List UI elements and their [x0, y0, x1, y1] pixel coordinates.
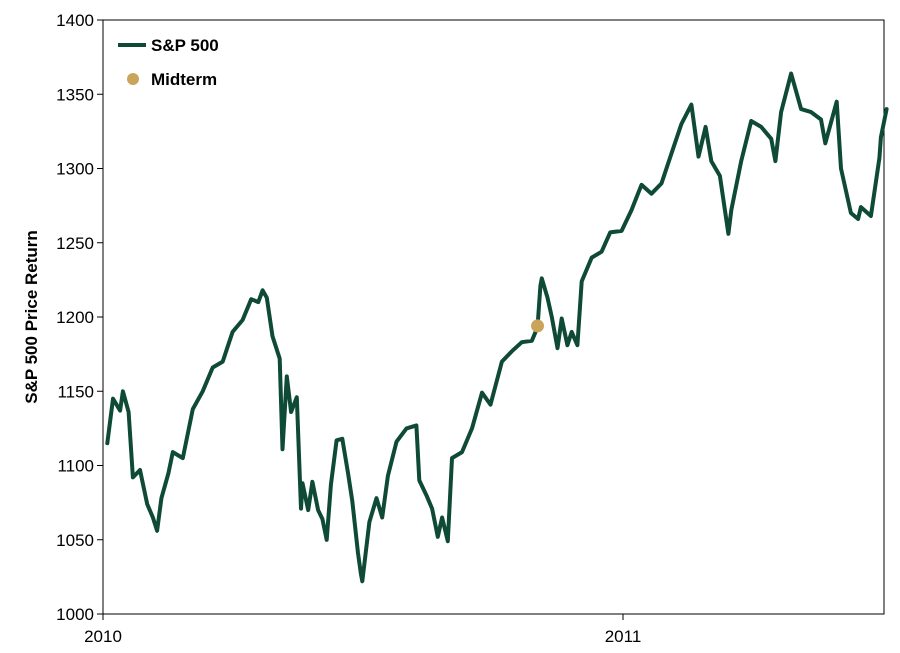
- y-tick-label: 1000: [56, 605, 94, 624]
- marker-layer: [531, 319, 545, 333]
- legend-swatch-dot: [127, 73, 139, 85]
- y-tick-label: 1100: [57, 457, 94, 476]
- y-tick-label: 1250: [56, 234, 94, 253]
- legend-label-series: S&P 500: [151, 36, 219, 55]
- series-layer: [105, 71, 889, 584]
- y-tick-label: 1300: [56, 160, 94, 179]
- series-line-0: [105, 71, 889, 584]
- legend: S&P 500 Midterm: [118, 36, 219, 89]
- y-tick-label: 1050: [56, 531, 94, 550]
- y-tick-label: 1400: [56, 11, 94, 30]
- x-tick-label: 2010: [84, 627, 122, 646]
- plot-area-border: [102, 19, 885, 615]
- x-axis: 2010 2011: [84, 614, 641, 646]
- midterm-marker: [531, 319, 545, 333]
- y-tick-label: 1350: [56, 85, 94, 104]
- x-tick-label: 2011: [605, 627, 642, 646]
- plot-frame: [102, 19, 885, 615]
- legend-label-point: Midterm: [151, 70, 217, 89]
- y-tick-label: 1150: [57, 382, 94, 401]
- y-tick-label: 1200: [56, 308, 94, 327]
- y-axis-title: S&P 500 Price Return: [22, 230, 41, 404]
- y-axis: 1000 1050 1100 1150 1200 1250 1300 1350 1400: [56, 11, 103, 624]
